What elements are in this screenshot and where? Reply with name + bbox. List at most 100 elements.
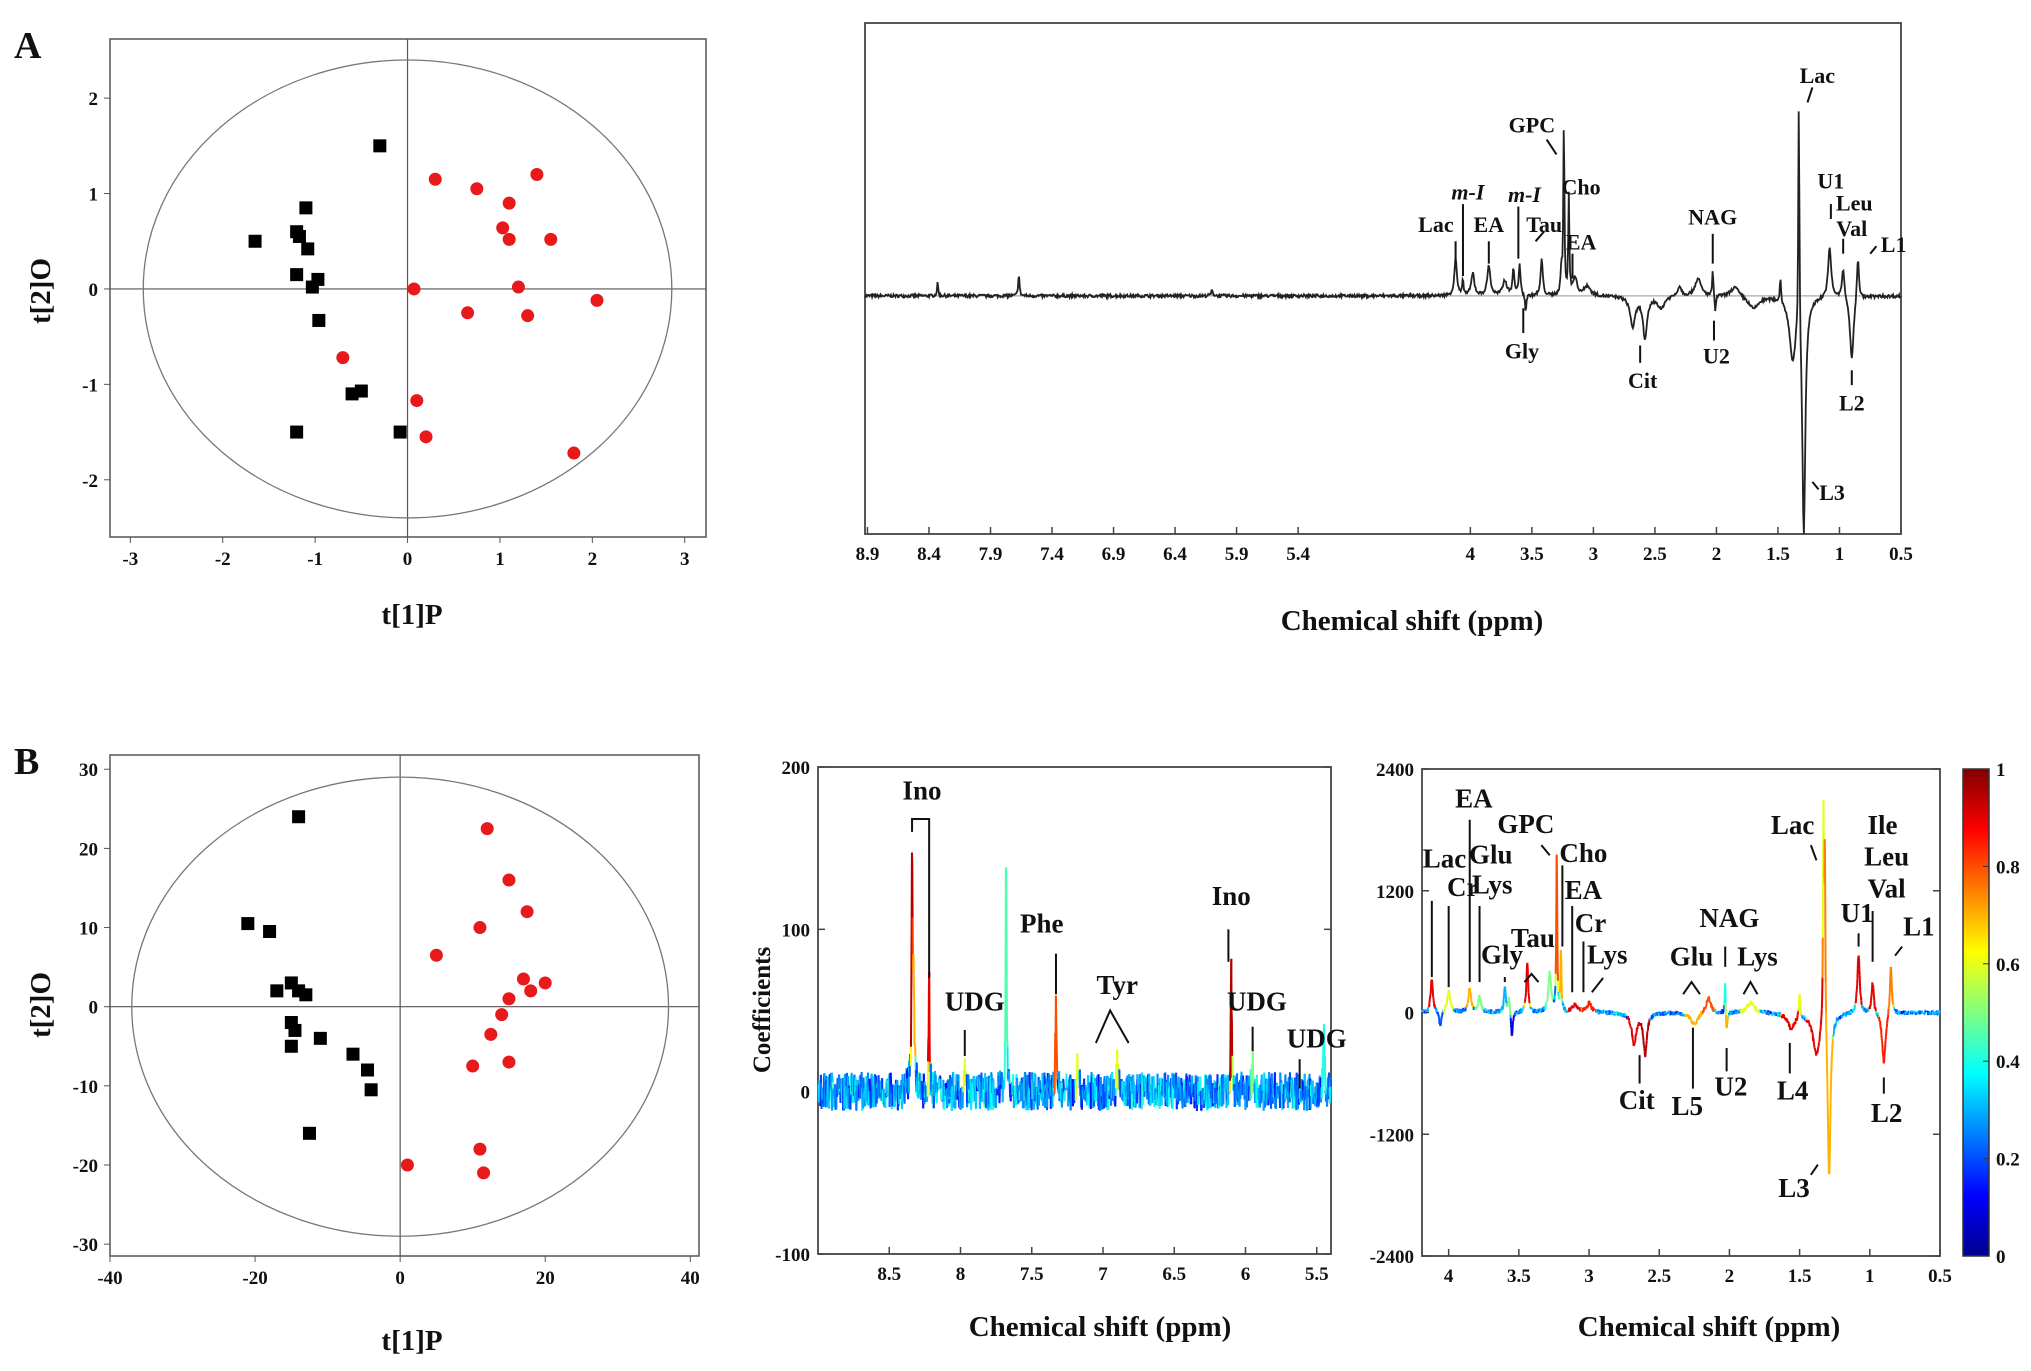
peak-annotation: Ino	[1212, 881, 1251, 911]
peak-annotation: Gly	[1505, 338, 1539, 363]
peak-annotation: Tau	[1526, 212, 1562, 237]
annotation-leader-line	[1540, 844, 1551, 856]
peak-annotation: Lac	[1423, 844, 1467, 874]
colorbar-tick-label: 0.2	[1996, 1150, 2020, 1171]
peak-annotation: L3	[1819, 480, 1845, 505]
x-tick-label: -40	[97, 1268, 122, 1289]
peak-annotation: UDG	[1287, 1024, 1347, 1054]
peak-annotation: L5	[1672, 1091, 1704, 1121]
x-tick-label: 5.9	[1225, 544, 1249, 565]
peak-annotation: m-I	[1451, 180, 1485, 205]
x-tick-label: 8.4	[917, 544, 941, 565]
coefficient-plot-aromatic: 8.5 8 7.5 7 6.5 6 5.5 -100 0 100 200 Ino UDG Phe Tyr In…	[775, 758, 1347, 1285]
y-tick-label: -10	[73, 1077, 98, 1098]
peak-annotation: Leu	[1864, 841, 1909, 871]
data-point-square	[301, 242, 315, 256]
peak-annotation: Glu	[1469, 840, 1513, 870]
peak-annotation: Cit	[1619, 1085, 1655, 1115]
x-tick-label: 2	[1712, 544, 1722, 565]
peak-annotation: Cho	[1562, 175, 1601, 200]
peak-annotation: GPC	[1497, 809, 1554, 839]
data-point-circle	[530, 167, 544, 181]
x-tick-label: 7	[1098, 1264, 1108, 1285]
annotation-leader-line	[1806, 87, 1814, 103]
x-tick-label: 0	[395, 1268, 405, 1289]
data-point-square	[373, 139, 387, 153]
annotation-leader-line	[1094, 1008, 1130, 1044]
data-point-circle	[521, 309, 535, 323]
x-tick-label: 1	[1865, 1266, 1875, 1287]
x-tick-label: 2.5	[1643, 544, 1667, 565]
data-point-square	[313, 1031, 327, 1045]
x-tick-label: -3	[122, 549, 138, 570]
x-tick-label: 3	[680, 549, 690, 570]
xlabel-spectrum-b2: Chemical shift (ppm)	[1578, 1311, 1841, 1343]
peak-annotation: U2	[1714, 1072, 1747, 1102]
x-tick-label: 1.5	[1788, 1266, 1812, 1287]
peak-annotation: L1	[1903, 911, 1935, 941]
data-point-circle	[496, 221, 510, 235]
data-point-circle	[336, 351, 350, 365]
data-point-square	[361, 1063, 375, 1077]
data-point-circle	[520, 905, 534, 919]
data-point-circle	[428, 172, 442, 186]
y-tick-label: -20	[73, 1156, 98, 1177]
x-tick-label: 7.5	[1020, 1264, 1044, 1285]
xlabel-scatter-b: t[1]P	[381, 1325, 442, 1357]
data-point-circle	[590, 293, 604, 307]
x-tick-label: 4	[1466, 544, 1476, 565]
x-tick-label: 6.5	[1162, 1264, 1186, 1285]
data-point-circle	[470, 182, 484, 196]
data-point-square	[248, 234, 262, 248]
peak-annotation: Val	[1868, 874, 1907, 904]
data-point-circle	[502, 196, 516, 210]
annotation-leader-line	[1894, 945, 1903, 957]
data-point-square	[292, 229, 306, 243]
data-point-circle	[524, 984, 538, 998]
x-tick-label: 2	[1725, 1266, 1735, 1287]
annotation-leader-line	[1811, 481, 1820, 490]
peak-annotation: Cit	[1628, 368, 1658, 393]
y-tick-label: 20	[79, 839, 98, 860]
peak-annotation: Lac	[1771, 810, 1815, 840]
data-point-square	[299, 201, 313, 215]
data-point-circle	[473, 1142, 487, 1156]
peak-annotation: U1	[1817, 169, 1844, 194]
peak-annotation: Gly	[1481, 940, 1524, 970]
y-tick-label: 0	[89, 280, 99, 301]
x-tick-label: 3.5	[1507, 1266, 1531, 1287]
x-tick-label: 6.9	[1102, 544, 1126, 565]
y-tick-label: 200	[782, 758, 811, 779]
data-point-square	[393, 425, 407, 439]
data-point-circle	[466, 1059, 480, 1073]
y-tick-label: -1	[82, 375, 98, 396]
x-tick-label: 3.5	[1520, 544, 1544, 565]
x-tick-label: -20	[242, 1268, 267, 1289]
data-point-square	[354, 384, 368, 398]
data-point-circle	[502, 232, 516, 246]
y-tick-label: -2400	[1370, 1247, 1414, 1268]
xlabel-spectrum-b1: Chemical shift (ppm)	[969, 1311, 1232, 1343]
peak-annotation: EA	[1455, 783, 1493, 813]
data-point-circle	[477, 1166, 491, 1180]
y-tick-label: 0	[89, 998, 99, 1019]
data-point-square	[302, 1126, 316, 1140]
peak-annotation: Leu	[1836, 191, 1873, 216]
data-point-circle	[567, 446, 581, 460]
peak-annotation: L2	[1839, 391, 1865, 416]
annotation-leader-line	[911, 817, 931, 979]
data-point-circle	[407, 282, 421, 296]
y-tick-label: -1200	[1370, 1125, 1414, 1146]
peak-annotation: NAG	[1688, 204, 1737, 229]
annotation-leader-line	[1591, 977, 1604, 993]
data-point-square	[305, 280, 319, 294]
data-point-circle	[538, 976, 552, 990]
data-point-circle	[419, 430, 433, 444]
x-tick-label: 2.5	[1647, 1266, 1671, 1287]
peak-annotation: Lys	[1737, 942, 1778, 972]
annotation-leader-line	[1809, 844, 1818, 861]
colorbar-tick-label: 0.6	[1996, 955, 2020, 976]
data-point-circle	[495, 1008, 509, 1022]
coefficient-plot-aliphatic: 4 3.5 3 2.5 2 1.5 1 0.5-2400-1200012002400LacCr…	[1370, 760, 1952, 1287]
annotation-leader-line	[1523, 972, 1540, 983]
